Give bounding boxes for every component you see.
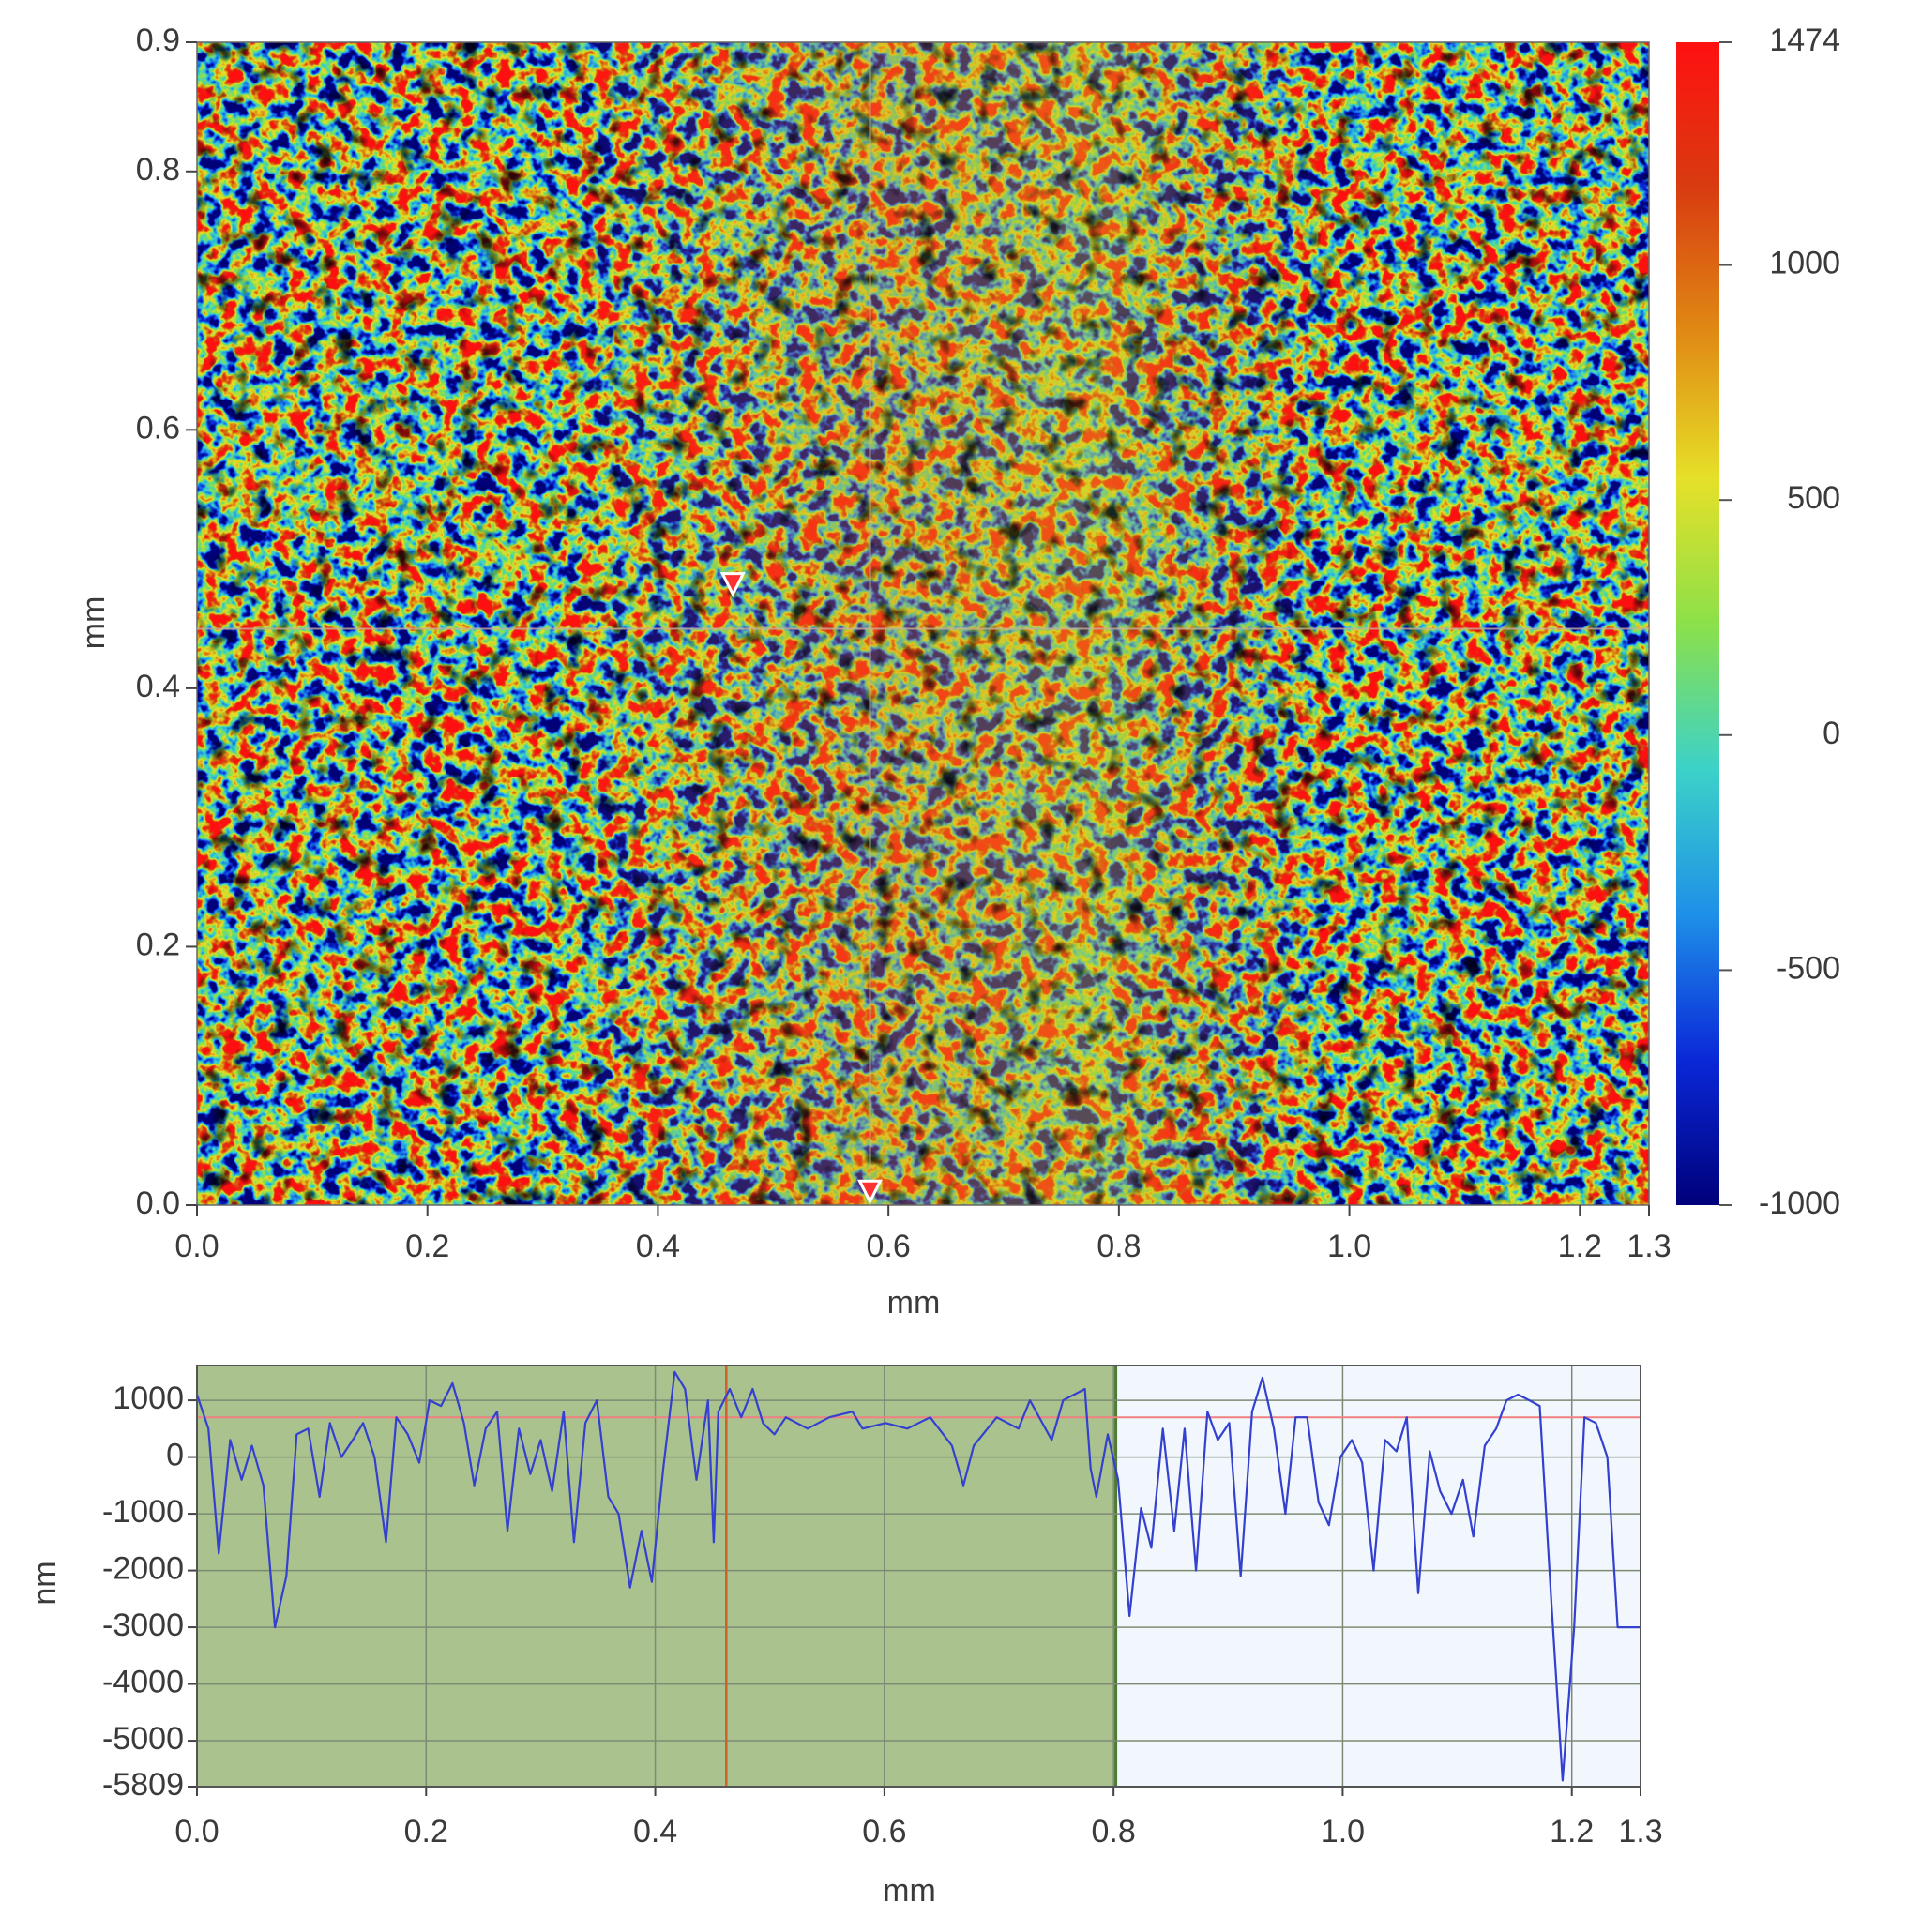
- x-tick-label: 0.0: [174, 1814, 219, 1849]
- x-tick-label: 1.3: [1626, 1229, 1671, 1264]
- x-axis-label: mm: [887, 1285, 941, 1321]
- x-tick-label: 1.3: [1618, 1814, 1662, 1849]
- colorbar-tick-label: -1000: [1759, 1185, 1840, 1221]
- colorbar-tick-label: 0: [1823, 716, 1840, 751]
- y-tick-label: -2000: [102, 1551, 184, 1587]
- selected-region: [197, 1366, 1116, 1787]
- profile-line: [195, 1370, 1641, 1782]
- y-tick-label: 0.8: [136, 152, 180, 188]
- y-tick-label: -1000: [102, 1494, 184, 1530]
- x-tick-label: 0.8: [1092, 1814, 1136, 1849]
- x-tick-label: 1.0: [1327, 1229, 1371, 1264]
- colorbar-tick-label: 1000: [1769, 246, 1840, 281]
- x-tick-label: 1.0: [1321, 1814, 1365, 1849]
- y-tick-label: 0.4: [136, 669, 180, 704]
- marker: [857, 1179, 883, 1205]
- colorbar: [1676, 42, 1719, 1205]
- y-tick-label: 0.2: [136, 927, 180, 962]
- y-tick-label: 0.9: [136, 23, 180, 58]
- y-tick-label: 0: [166, 1438, 184, 1473]
- colorbar-tick-label: 500: [1787, 480, 1840, 516]
- plot-frame: [196, 1365, 1641, 1788]
- y-tick-label: -5809: [102, 1767, 184, 1803]
- colorbar-tick-label: -500: [1777, 950, 1840, 986]
- x-tick-label: 0.6: [862, 1814, 906, 1849]
- x-tick-label: 0.6: [867, 1229, 911, 1264]
- plot-frame: [196, 41, 1650, 1206]
- y-axis-label: mm: [76, 596, 112, 650]
- y-tick-label: -4000: [102, 1665, 184, 1700]
- x-tick-label: 0.2: [405, 1229, 449, 1264]
- marker: [719, 572, 746, 598]
- y-tick-label: -3000: [102, 1607, 184, 1643]
- x-tick-label: 1.2: [1558, 1229, 1602, 1264]
- colorbar-tick-label: 1474: [1769, 23, 1840, 58]
- x-tick-label: 0.0: [174, 1229, 219, 1264]
- x-axis-label: mm: [883, 1873, 936, 1909]
- height-pits: [197, 42, 1649, 1205]
- x-tick-label: 0.4: [636, 1229, 680, 1264]
- y-tick-label: 0.6: [136, 410, 180, 445]
- y-axis-label: nm: [27, 1561, 63, 1605]
- y-tick-label: -5000: [102, 1721, 184, 1757]
- y-tick-label: 1000: [113, 1381, 184, 1416]
- x-tick-label: 1.2: [1550, 1814, 1594, 1849]
- x-tick-label: 0.2: [404, 1814, 448, 1849]
- y-tick-label: 0.0: [136, 1185, 180, 1221]
- x-tick-label: 0.4: [633, 1814, 677, 1849]
- x-tick-label: 0.8: [1097, 1229, 1141, 1264]
